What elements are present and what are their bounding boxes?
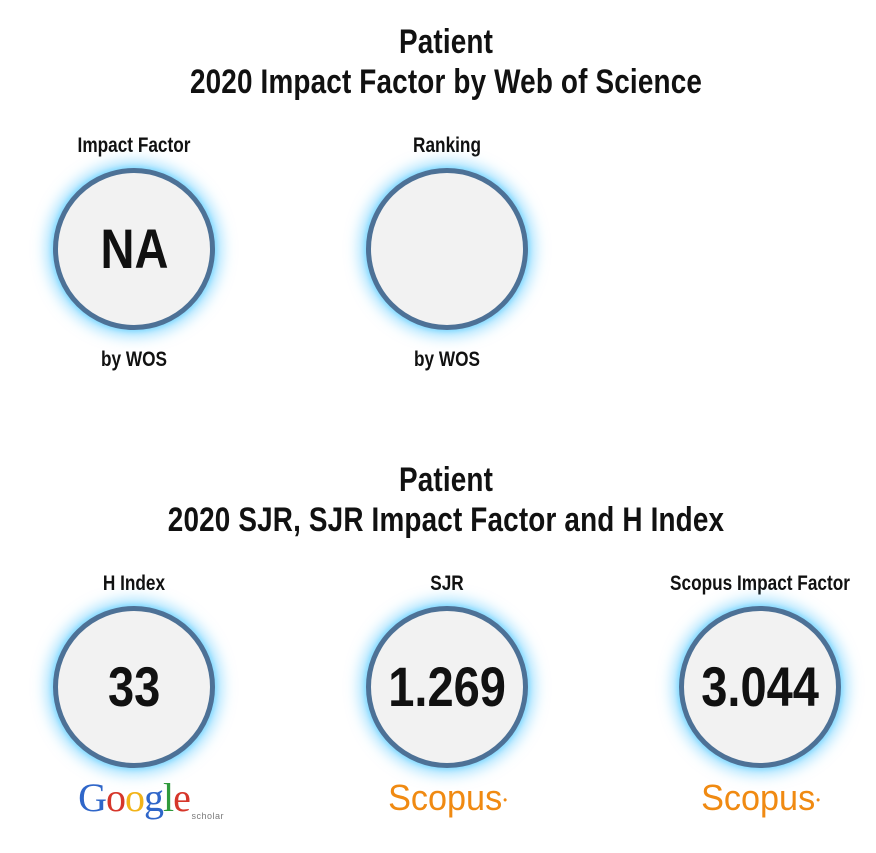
section-2-title: Patient 2020 SJR, SJR Impact Factor and … bbox=[80, 460, 811, 540]
sjr-label: SJR bbox=[430, 572, 464, 595]
scopus-impact-factor-circle: 3.044 bbox=[679, 606, 841, 768]
impact-factor-metric: Impact Factor NA by WOS bbox=[14, 134, 254, 372]
ranking-circle bbox=[366, 168, 528, 330]
sjr-value: 1.269 bbox=[388, 655, 506, 718]
section-1-heading: 2020 Impact Factor by Web of Science bbox=[189, 63, 703, 101]
scopus-impact-factor-label: Scopus Impact Factor bbox=[670, 572, 850, 595]
scholar-subtext: scholar bbox=[191, 811, 224, 821]
impact-factor-circle: NA bbox=[53, 168, 215, 330]
ranking-label: Ranking bbox=[413, 134, 481, 157]
sjr-circle: 1.269 bbox=[366, 606, 528, 768]
scopus-logo: Scopus• bbox=[640, 778, 876, 826]
scopus-wordmark: Scopus• bbox=[700, 777, 820, 818]
scopus-impact-factor-value: 3.044 bbox=[701, 655, 819, 718]
scopus-wordmark: Scopus• bbox=[387, 777, 507, 818]
h-index-value: 33 bbox=[107, 655, 161, 718]
section-1-title: Patient 2020 Impact Factor by Web of Sci… bbox=[80, 22, 811, 102]
ranking-source: by WOS bbox=[413, 348, 481, 371]
journal-name: Patient bbox=[398, 23, 494, 61]
h-index-circle: 33 bbox=[53, 606, 215, 768]
impact-factor-value: NA bbox=[100, 217, 168, 280]
ranking-metric: Ranking by WOS bbox=[327, 134, 567, 372]
h-index-label: H Index bbox=[102, 572, 166, 595]
google-scholar-logo: Google scholar bbox=[14, 778, 254, 826]
sjr-metric: SJR 1.269 Scopus• bbox=[327, 572, 567, 826]
journal-name: Patient bbox=[398, 461, 494, 499]
google-scholar-wordmark: Google bbox=[78, 775, 191, 820]
h-index-metric: H Index 33 Google scholar bbox=[14, 572, 254, 826]
scopus-impact-factor-metric: Scopus Impact Factor 3.044 Scopus• bbox=[640, 572, 876, 826]
scopus-logo: Scopus• bbox=[327, 778, 567, 826]
impact-factor-source: by WOS bbox=[100, 348, 168, 371]
section-2-heading: 2020 SJR, SJR Impact Factor and H Index bbox=[167, 501, 725, 539]
impact-factor-label: Impact Factor bbox=[77, 134, 191, 157]
